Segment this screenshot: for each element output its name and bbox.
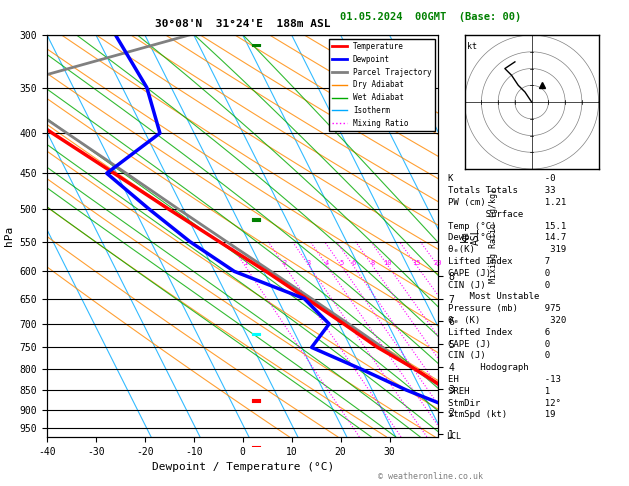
Text: 15: 15 [413,260,421,266]
Text: 01.05.2024  00GMT  (Base: 00): 01.05.2024 00GMT (Base: 00) [340,12,521,22]
Y-axis label: hPa: hPa [4,226,14,246]
Text: kt: kt [467,42,477,51]
Text: 8: 8 [370,260,375,266]
Text: 6: 6 [351,260,355,266]
Y-axis label: km
ASL: km ASL [460,227,481,245]
Text: 20: 20 [433,260,442,266]
Text: 4: 4 [325,260,329,266]
Text: 1: 1 [243,260,247,266]
X-axis label: Dewpoint / Temperature (°C): Dewpoint / Temperature (°C) [152,462,334,472]
Text: 3: 3 [307,260,311,266]
Title: 30°08'N  31°24'E  188m ASL: 30°08'N 31°24'E 188m ASL [155,19,330,29]
Text: 10: 10 [384,260,392,266]
Text: LCL: LCL [447,433,461,441]
Text: 2: 2 [282,260,287,266]
Text: © weatheronline.co.uk: © weatheronline.co.uk [379,472,483,481]
Legend: Temperature, Dewpoint, Parcel Trajectory, Dry Adiabat, Wet Adiabat, Isotherm, Mi: Temperature, Dewpoint, Parcel Trajectory… [328,39,435,131]
Text: 5: 5 [339,260,343,266]
Text: K                 -0
Totals Totals     33
PW (cm)           1.21
       Surface : K -0 Totals Totals 33 PW (cm) 1.21 Surfa… [448,174,566,431]
Text: Mixing Ratio (g/kg): Mixing Ratio (g/kg) [489,189,498,283]
